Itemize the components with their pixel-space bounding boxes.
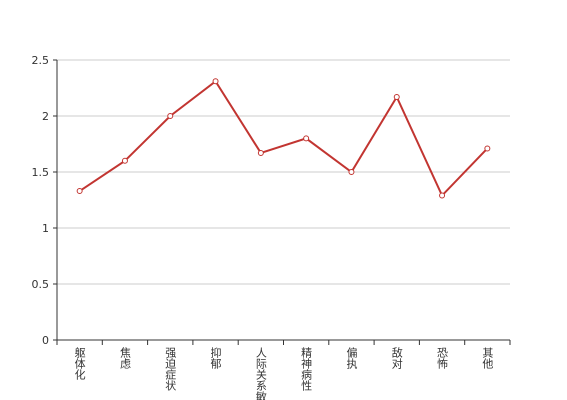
y-tick-label: 1.5: [32, 166, 50, 179]
y-tick-label: 0: [42, 334, 49, 347]
y-tick-label: 2: [42, 110, 49, 123]
y-tick-label: 2.5: [32, 54, 50, 67]
point: [212, 78, 219, 85]
x-tick-label: 焦虑: [118, 347, 131, 369]
point: [439, 192, 446, 199]
x-tick-label: 恐怖: [436, 347, 449, 369]
x-tick-label: 偏执: [345, 346, 358, 370]
x-tick-label: 精神病性: [300, 347, 313, 392]
x-tick-label: 躯体化: [73, 347, 86, 381]
point: [303, 135, 310, 142]
point: [257, 149, 264, 156]
point: [484, 145, 491, 152]
point: [348, 169, 355, 175]
y-tick-label: 1: [42, 222, 49, 235]
point: [393, 93, 400, 100]
x-tick-label: 人际关系敏感: [254, 347, 267, 400]
x-tick-label: 抑郁: [209, 346, 222, 369]
point: [76, 188, 83, 195]
x-tick-label: 强迫症状: [164, 347, 177, 391]
point: [121, 157, 128, 164]
x-tick-label: 其他: [481, 347, 494, 369]
x-tick-label: 敌对: [390, 346, 403, 369]
point: [167, 113, 174, 119]
line: [79, 79, 489, 198]
y-tick-label: 0.5: [32, 278, 50, 291]
